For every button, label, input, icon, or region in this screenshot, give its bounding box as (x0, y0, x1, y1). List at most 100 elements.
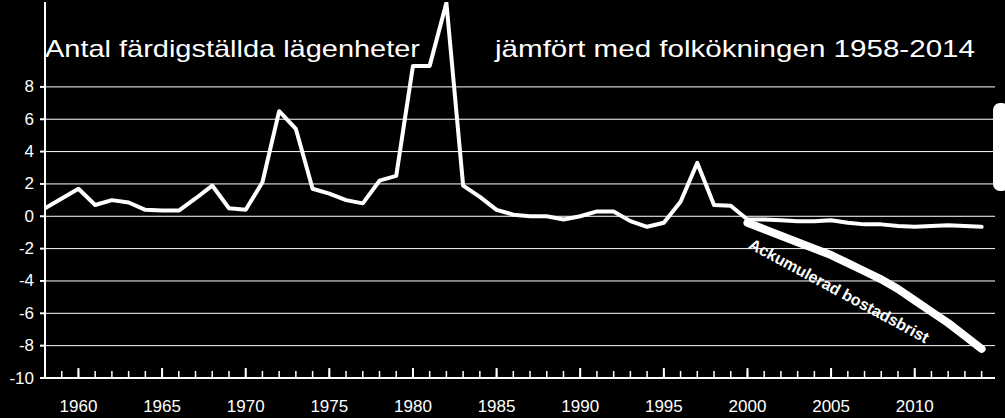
x-tick (412, 368, 414, 378)
x-minor-tick (262, 371, 264, 378)
x-minor-tick (228, 371, 230, 378)
y-tick-label: -2 (19, 239, 34, 258)
title-part: jämfört med folkökningen 1958-2014 (494, 35, 975, 62)
y-tick (40, 280, 45, 282)
x-tick (579, 368, 581, 378)
edge-decoration (993, 103, 1005, 191)
y-tick-label: 8 (25, 77, 34, 96)
x-minor-tick (379, 371, 381, 378)
title: Antal färdigställda lägenheterjämfört me… (45, 35, 975, 62)
x-tick (328, 368, 330, 378)
x-minor-tick (646, 371, 648, 378)
y-tick (40, 86, 45, 88)
x-minor-tick (864, 371, 866, 378)
x-minor-tick (981, 371, 983, 378)
x-minor-tick (61, 371, 63, 378)
grid-line (45, 119, 995, 120)
grid-line (45, 378, 995, 379)
x-minor-tick (94, 371, 96, 378)
y-tick (40, 151, 45, 153)
x-minor-tick (312, 371, 314, 378)
chart: -10-8-6-4-202468196019651970197519801985… (0, 0, 1005, 418)
x-tick (496, 368, 498, 378)
series-line (45, 3, 982, 227)
x-tick-label: 2005 (812, 397, 850, 416)
grid-line (45, 345, 995, 346)
x-minor-tick (613, 371, 615, 378)
series-line (747, 223, 981, 349)
plot-area (45, 3, 982, 349)
x-axis-line (45, 377, 995, 379)
x-minor-tick (546, 371, 548, 378)
y-tick (40, 183, 45, 185)
x-tick-label: 1975 (310, 397, 348, 416)
grid-line (45, 313, 995, 314)
y-tick-label: -6 (19, 304, 34, 323)
x-minor-tick (780, 371, 782, 378)
x-minor-tick (111, 371, 113, 378)
x-tick-label: 2000 (729, 397, 767, 416)
x-minor-tick (145, 371, 147, 378)
y-tick (40, 118, 45, 120)
series-label: Ackumulerad bostadsbrist (746, 235, 932, 346)
grid-line (45, 248, 995, 249)
grid-line (45, 183, 995, 184)
x-minor-tick (713, 371, 715, 378)
x-minor-tick (395, 371, 397, 378)
x-minor-tick (630, 371, 632, 378)
y-tick-label: -10 (9, 369, 34, 388)
x-tick-label: 1970 (227, 397, 265, 416)
y-tick-label: 0 (25, 207, 34, 226)
x-tick-label: 2010 (896, 397, 934, 416)
x-minor-tick (295, 371, 297, 378)
x-minor-tick (44, 371, 46, 378)
x-minor-tick (947, 371, 949, 378)
y-tick-label: -4 (19, 271, 34, 290)
x-minor-tick (446, 371, 448, 378)
x-minor-tick (680, 371, 682, 378)
x-tick (245, 368, 247, 378)
y-tick (40, 345, 45, 347)
x-minor-tick (195, 371, 197, 378)
x-minor-tick (563, 371, 565, 378)
x-minor-tick (697, 371, 699, 378)
x-tick (663, 368, 665, 378)
grid-line (45, 280, 995, 281)
x-minor-tick (596, 371, 598, 378)
x-minor-tick (278, 371, 280, 378)
y-tick-label: -8 (19, 336, 34, 355)
x-tick (161, 368, 163, 378)
x-minor-tick (847, 371, 849, 378)
x-tick-label: 1980 (394, 397, 432, 416)
y-tick-label: 4 (25, 142, 34, 161)
x-minor-tick (931, 371, 933, 378)
grid-line (45, 151, 995, 152)
x-tick (746, 368, 748, 378)
x-minor-tick (814, 371, 816, 378)
x-minor-tick (178, 371, 180, 378)
x-minor-tick (763, 371, 765, 378)
axes: -10-8-6-4-202468196019651970197519801985… (9, 2, 995, 416)
x-tick (830, 368, 832, 378)
y-tick-label: 6 (25, 110, 34, 129)
y-tick (40, 248, 45, 250)
x-minor-tick (479, 371, 481, 378)
x-minor-tick (797, 371, 799, 378)
grid-line (45, 86, 995, 87)
x-minor-tick (212, 371, 214, 378)
background (0, 0, 1005, 418)
x-tick-label: 1960 (60, 397, 98, 416)
y-tick (40, 312, 45, 314)
x-tick-label: 1995 (645, 397, 683, 416)
x-minor-tick (128, 371, 130, 378)
x-minor-tick (881, 371, 883, 378)
x-minor-tick (964, 371, 966, 378)
x-minor-tick (897, 371, 899, 378)
x-tick (914, 368, 916, 378)
x-minor-tick (462, 371, 464, 378)
x-tick (77, 368, 79, 378)
x-minor-tick (345, 371, 347, 378)
x-tick-label: 1965 (143, 397, 181, 416)
y-tick (40, 215, 45, 217)
x-minor-tick (362, 371, 364, 378)
